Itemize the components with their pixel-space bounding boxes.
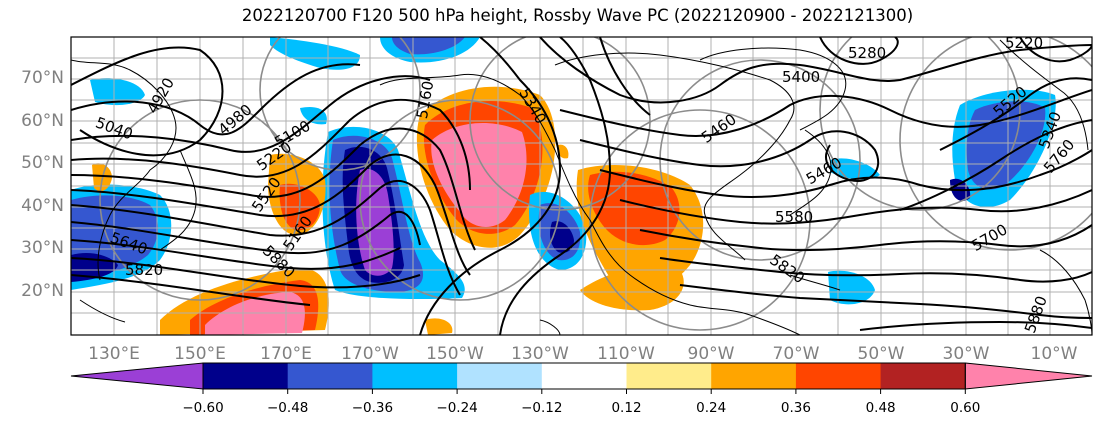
height-contours <box>71 37 1092 335</box>
longitude-label: 150°E <box>174 344 226 364</box>
latitude-label: 70°N <box>21 68 64 88</box>
contour-label: 5580 <box>775 208 813 226</box>
colorbar-segment <box>457 363 543 389</box>
colorbar-tick-label: 0.36 <box>780 400 811 416</box>
positive-anomaly <box>425 318 453 335</box>
negative-anomaly <box>300 106 327 125</box>
longitude-label: 170°E <box>260 344 312 364</box>
map-frame <box>70 36 1093 336</box>
negative-anomaly <box>90 78 145 106</box>
colorbar-tick-label: −0.24 <box>436 400 478 416</box>
colorbar-tick-label: 0.24 <box>696 400 727 416</box>
longitude-label: 110°W <box>597 344 655 364</box>
longitude-label: 70°W <box>772 344 820 364</box>
contour-label: 5820 <box>125 261 163 279</box>
map-title: 2022120700 F120 500 hPa height, Rossby W… <box>241 6 914 25</box>
contour-label: 5400 <box>782 68 820 86</box>
longitude-label: 90°W <box>687 344 735 364</box>
colorbar-tick-label: 0.12 <box>611 400 642 416</box>
colorbar-segment <box>541 363 627 389</box>
colorbar-tick-label: −0.12 <box>521 400 563 416</box>
longitude-label: 150°W <box>426 344 484 364</box>
latitude-label: 30°N <box>21 238 64 258</box>
contour-label: 5220 <box>1005 34 1043 52</box>
contour-label: 5280 <box>848 44 886 62</box>
positive-anomaly <box>557 144 569 159</box>
colorbar-extend-low <box>70 362 204 390</box>
longitude-label: 170°W <box>341 344 399 364</box>
range-circles <box>99 37 1092 331</box>
longitude-label: 130°W <box>511 344 569 364</box>
latitude-label: 40°N <box>21 196 64 216</box>
colorbar-tick-label: 0.48 <box>865 400 896 416</box>
colorbar-segment <box>626 363 712 389</box>
longitude-label: 30°W <box>942 344 990 364</box>
colorbar-extend-high <box>964 362 1093 390</box>
negative-anomaly <box>392 37 465 55</box>
colorbar-segment <box>711 363 797 389</box>
colorbar-tick-label: −0.48 <box>267 400 309 416</box>
negative-anomaly <box>270 37 360 70</box>
longitude-label: 50°W <box>857 344 905 364</box>
colorbar-frame <box>202 362 966 390</box>
latitude-label: 50°N <box>21 153 64 173</box>
latitude-label: 60°N <box>21 111 64 131</box>
longitude-label: 130°E <box>88 344 140 364</box>
latitude-label: 20°N <box>21 281 64 301</box>
longitude-label: 10°W <box>1030 344 1078 364</box>
colorbar-segment <box>203 363 289 389</box>
coastlines <box>71 39 1092 335</box>
negative-anomaly <box>828 270 875 305</box>
colorbar-tick-label: −0.60 <box>182 400 224 416</box>
colorbar-segment <box>372 363 458 389</box>
colorbar-segment <box>795 363 882 389</box>
colorbar-tick-label: 0.60 <box>950 400 981 416</box>
colorbar-tick-label: −0.36 <box>351 400 394 416</box>
colorbar-segment <box>287 363 373 389</box>
positive-anomaly <box>588 171 680 246</box>
colorbar-segment <box>880 363 966 389</box>
